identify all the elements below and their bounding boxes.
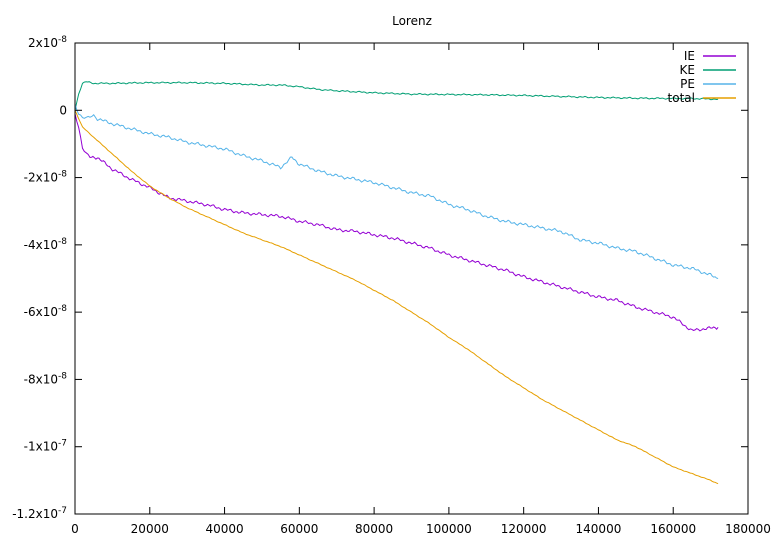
plot-frame <box>74 42 749 515</box>
x-tick-label: 120000 <box>501 522 547 536</box>
y-tick-label: -2x10-8 <box>24 170 68 185</box>
x-tick-label: 160000 <box>650 522 696 536</box>
x-tick-label: 80000 <box>355 522 393 536</box>
x-tick-label: 0 <box>71 522 79 536</box>
x-axis: 0 20000 40000 60000 80000 100000 120000 140000 1… <box>71 43 771 536</box>
x-tick-label: 40000 <box>205 522 243 536</box>
legend-label: KE <box>680 63 695 77</box>
series-line-total <box>74 110 719 485</box>
y-axis: 2x10-8 0 -2x10-8 -4x10-8 -6x10-8 -8x10-8 -1x10… <box>12 35 748 521</box>
y-tick-label: 2x10-8 <box>28 35 67 50</box>
plot-lines <box>74 81 719 485</box>
y-tick-label: -6x10-8 <box>24 304 68 319</box>
y-tick-label: -8x10-8 <box>24 371 68 386</box>
y-tick-label: -4x10-8 <box>24 237 68 252</box>
x-tick-label: 140000 <box>576 522 622 536</box>
legend-label: total <box>668 91 695 105</box>
legend-label: IE <box>684 49 695 63</box>
series-line-ke <box>74 81 719 111</box>
y-tick-label: -1.2x10-7 <box>12 506 67 521</box>
x-tick-label: 100000 <box>426 522 472 536</box>
legend-label: PE <box>680 77 695 91</box>
series-line-pe <box>74 103 719 279</box>
series-line-ie <box>74 113 719 332</box>
y-tick-label: -1x10-7 <box>24 439 67 454</box>
x-tick-label: 180000 <box>725 522 771 536</box>
x-tick-label: 20000 <box>131 522 169 536</box>
chart-title: Lorenz <box>392 14 432 28</box>
y-tick-label: 0 <box>59 103 67 117</box>
x-tick-label: 60000 <box>280 522 318 536</box>
